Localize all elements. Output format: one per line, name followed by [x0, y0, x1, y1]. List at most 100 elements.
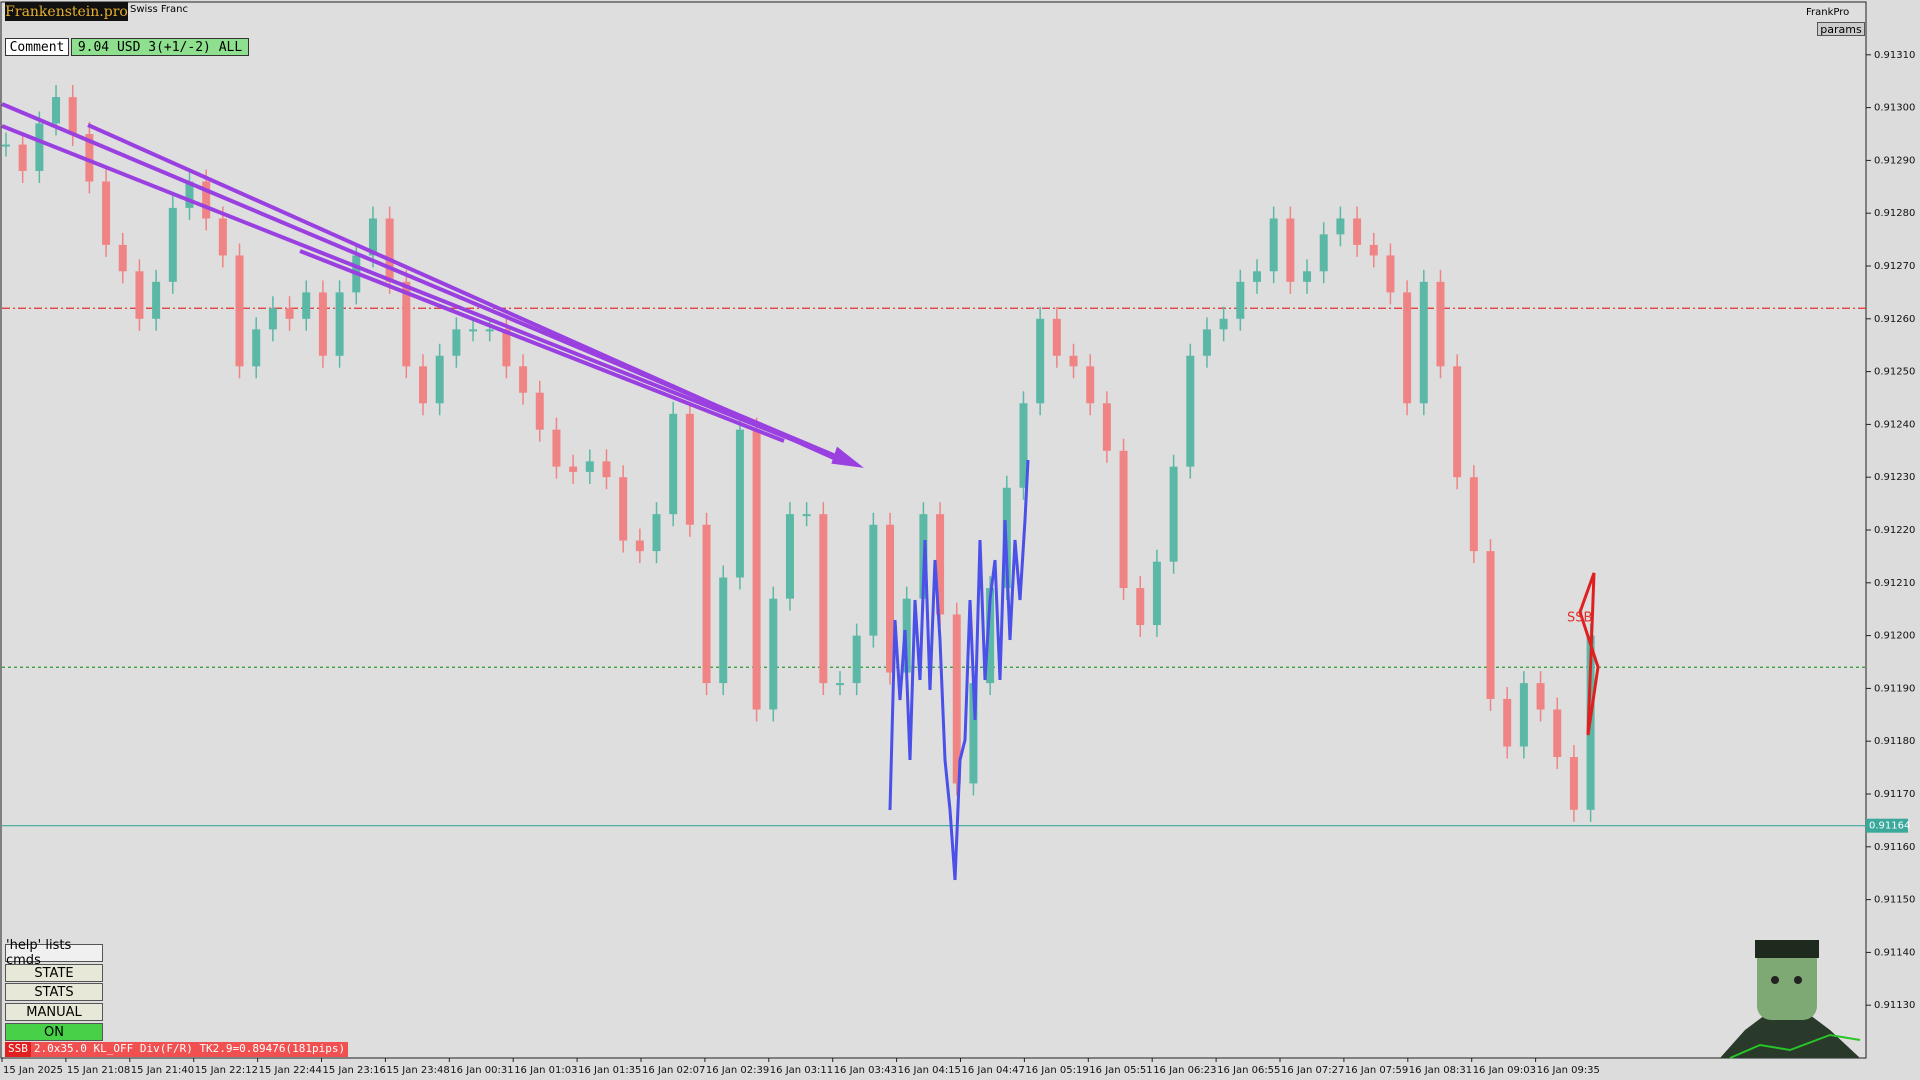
candle	[85, 134, 94, 182]
candle	[1202, 329, 1211, 356]
candle	[769, 598, 778, 710]
on-button[interactable]: ON	[5, 1023, 103, 1041]
x-tick-label: 16 Jan 02:39	[706, 1065, 769, 1076]
candle	[1186, 355, 1195, 467]
candle	[1286, 218, 1295, 282]
candle	[702, 524, 711, 684]
signal-triangle	[1578, 572, 1600, 736]
candle	[852, 635, 861, 684]
candle	[1052, 318, 1061, 356]
trend-lines	[1, 102, 864, 468]
candle	[1419, 281, 1428, 404]
candle	[1152, 561, 1161, 626]
candle	[869, 524, 878, 636]
y-tick-label: 0.91200	[1874, 631, 1915, 642]
x-tick-label: 16 Jan 08:31	[1409, 1065, 1472, 1076]
candle	[152, 281, 161, 319]
y-tick-label: 0.91230	[1874, 472, 1915, 483]
candle	[35, 123, 44, 171]
manual-button[interactable]: MANUAL	[5, 1003, 103, 1021]
candle	[102, 181, 111, 245]
x-tick-label: 16 Jan 05:51	[1089, 1065, 1152, 1076]
help-hint: 'help' lists cmds	[5, 938, 103, 968]
x-tick-label: 16 Jan 01:35	[578, 1065, 641, 1076]
candle	[519, 366, 528, 393]
candle	[1453, 366, 1462, 478]
brand-logo: Frankenstein.pro	[5, 2, 128, 21]
candle	[1219, 318, 1228, 330]
comment-label: Comment	[5, 38, 69, 56]
x-tick-label: 16 Jan 01:03	[514, 1065, 577, 1076]
candle	[1569, 757, 1578, 810]
status-bar: SSB 2.0x35.0 KL_OFF Div(F/R) TK2.9=0.894…	[5, 1042, 349, 1057]
plot-area	[0, 1, 1867, 1059]
candle	[1519, 683, 1528, 747]
candle	[135, 271, 144, 319]
candle	[1486, 551, 1495, 699]
candle	[936, 514, 945, 615]
x-tick-label: 16 Jan 03:11	[770, 1065, 833, 1076]
account-label: FrankPro	[1806, 7, 1850, 18]
x-tick-label: 16 Jan 09:03	[1473, 1065, 1536, 1076]
candle	[735, 429, 744, 578]
candle	[168, 207, 177, 282]
candle	[1036, 318, 1045, 404]
candle	[502, 329, 511, 367]
y-tick-label: 0.91210	[1874, 578, 1915, 589]
candle	[886, 524, 895, 673]
candle	[1019, 403, 1028, 488]
candle	[1119, 450, 1128, 589]
x-tick-label: 15 Jan 21:40	[131, 1065, 194, 1076]
candle	[1503, 698, 1512, 747]
x-tick-label: 16 Jan 07:59	[1345, 1065, 1408, 1076]
x-tick-label: 15 Jan 23:48	[386, 1065, 449, 1076]
candle	[185, 181, 194, 208]
candle	[1102, 403, 1111, 451]
x-tick-label: 16 Jan 03:43	[834, 1065, 897, 1076]
candle	[1303, 271, 1312, 282]
y-tick-label: 0.91260	[1874, 314, 1915, 325]
y-tick-label: 0.91240	[1874, 419, 1915, 430]
price-label-box	[1866, 818, 1908, 833]
candle	[785, 514, 794, 599]
candle	[535, 392, 544, 430]
candle	[1469, 477, 1478, 552]
y-tick-label: 0.91190	[1874, 683, 1915, 694]
candle	[819, 514, 828, 684]
candle	[1336, 218, 1345, 235]
candle	[235, 255, 244, 367]
mascot	[1720, 940, 1861, 1059]
y-tick-label: 0.91140	[1874, 947, 1915, 958]
candle	[619, 477, 628, 541]
candle	[986, 588, 995, 684]
y-tick-label: 0.91220	[1874, 525, 1915, 536]
state-button[interactable]: STATE	[5, 964, 103, 982]
candle	[1236, 281, 1245, 319]
x-tick-label: 16 Jan 06:55	[1217, 1065, 1280, 1076]
candle	[552, 429, 561, 467]
candle	[669, 413, 678, 515]
candle	[1553, 709, 1562, 758]
candle	[402, 281, 411, 367]
y-tick-label: 0.91160	[1874, 842, 1915, 853]
y-tick-label: 0.91300	[1874, 103, 1915, 114]
x-tick-label: 15 Jan 23:16	[323, 1065, 386, 1076]
candle	[1436, 281, 1445, 367]
blue-overlay	[888, 459, 1030, 881]
params-button[interactable]: params	[1817, 22, 1865, 36]
candle	[602, 461, 611, 478]
candle	[1536, 683, 1545, 710]
candle	[952, 614, 961, 784]
candle	[1253, 271, 1261, 282]
x-tick-label: 16 Jan 06:23	[1153, 1065, 1216, 1076]
y-tick-label: 0.91270	[1874, 261, 1915, 272]
candle	[585, 461, 594, 472]
signal-label: SSB	[1567, 611, 1592, 626]
candle	[368, 218, 377, 256]
y-tick-label: 0.91250	[1874, 367, 1915, 378]
stats-button[interactable]: STATS	[5, 983, 103, 1001]
candle	[52, 97, 61, 124]
candle	[1269, 218, 1278, 272]
candle	[385, 218, 394, 282]
x-tick-label: 15 Jan 2025	[3, 1065, 63, 1076]
